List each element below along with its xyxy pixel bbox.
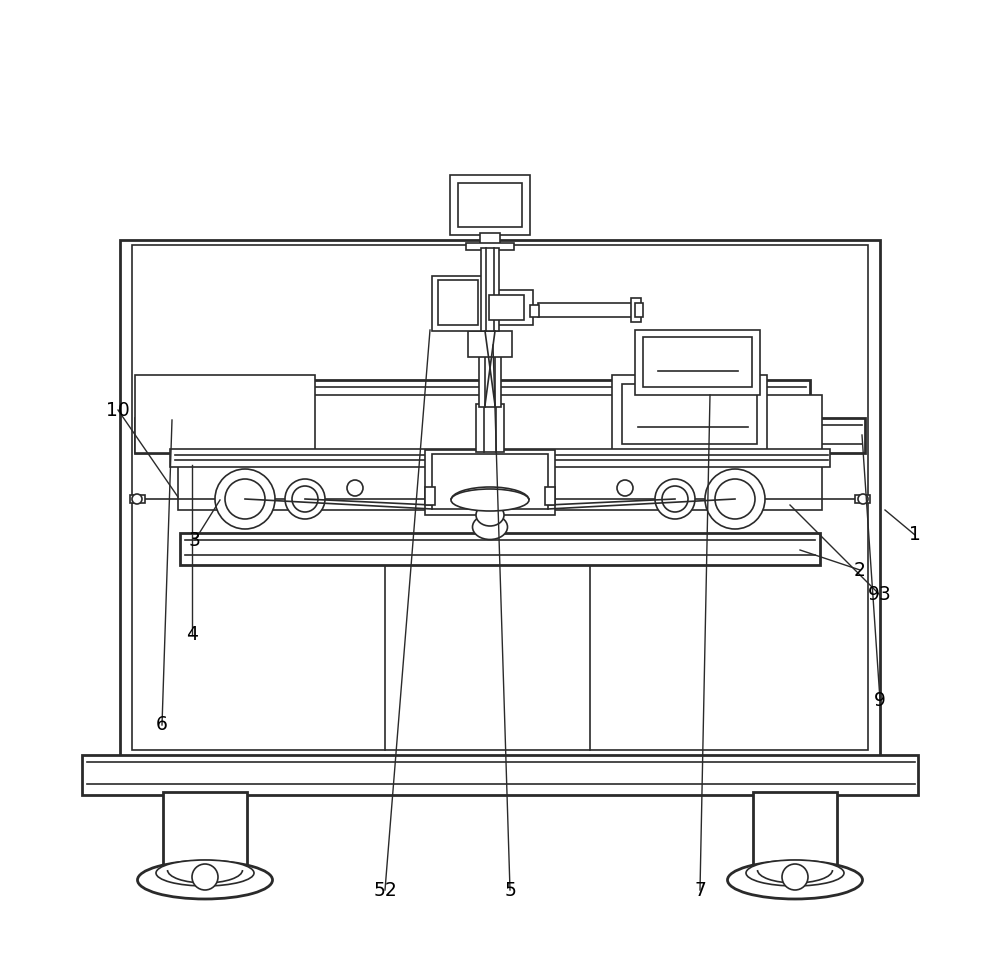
- Text: 3: 3: [189, 531, 201, 549]
- Bar: [82, 755, 918, 795]
- Circle shape: [782, 864, 808, 890]
- Bar: [476, 404, 504, 452]
- Bar: [635, 330, 760, 395]
- Bar: [855, 495, 870, 503]
- Text: 7: 7: [694, 880, 706, 899]
- Circle shape: [192, 864, 218, 890]
- Circle shape: [858, 494, 868, 504]
- Bar: [432, 276, 484, 331]
- Bar: [753, 792, 837, 880]
- Ellipse shape: [746, 860, 844, 886]
- Bar: [425, 487, 435, 505]
- Bar: [163, 792, 247, 880]
- Bar: [545, 487, 555, 505]
- Ellipse shape: [728, 861, 862, 899]
- Bar: [120, 240, 880, 760]
- Bar: [132, 245, 868, 750]
- Text: 93: 93: [868, 586, 892, 604]
- Bar: [432, 454, 548, 509]
- Ellipse shape: [476, 504, 504, 526]
- Ellipse shape: [156, 860, 254, 886]
- Bar: [481, 248, 499, 331]
- Bar: [178, 395, 822, 510]
- Bar: [643, 337, 752, 387]
- Bar: [425, 450, 555, 515]
- Text: 9: 9: [874, 691, 886, 709]
- Bar: [538, 303, 633, 317]
- Bar: [468, 331, 512, 357]
- Bar: [622, 384, 757, 444]
- Ellipse shape: [138, 861, 272, 899]
- Circle shape: [655, 479, 695, 519]
- Bar: [180, 533, 820, 565]
- Circle shape: [292, 486, 318, 512]
- Circle shape: [662, 486, 688, 512]
- Circle shape: [132, 494, 142, 504]
- Text: 52: 52: [373, 880, 397, 899]
- Text: 1: 1: [909, 526, 921, 544]
- Bar: [190, 380, 810, 408]
- Bar: [438, 280, 478, 325]
- Bar: [135, 418, 865, 453]
- Bar: [635, 303, 643, 317]
- Circle shape: [347, 480, 363, 496]
- Bar: [631, 298, 641, 322]
- Bar: [135, 375, 315, 453]
- Text: 2: 2: [854, 561, 866, 580]
- Bar: [479, 352, 501, 407]
- Bar: [170, 449, 830, 467]
- Circle shape: [225, 479, 265, 519]
- Bar: [612, 375, 767, 453]
- Bar: [450, 175, 530, 235]
- Circle shape: [215, 469, 275, 529]
- Bar: [489, 295, 524, 320]
- Bar: [466, 243, 514, 250]
- Circle shape: [617, 480, 633, 496]
- Text: 5: 5: [504, 880, 516, 899]
- Bar: [530, 305, 539, 317]
- Circle shape: [285, 479, 325, 519]
- Circle shape: [715, 479, 755, 519]
- Bar: [458, 183, 522, 227]
- Text: 4: 4: [186, 625, 198, 645]
- Circle shape: [705, 469, 765, 529]
- Bar: [130, 495, 145, 503]
- Bar: [485, 290, 533, 325]
- Bar: [480, 233, 500, 245]
- Text: 6: 6: [156, 715, 168, 734]
- Text: 10: 10: [106, 400, 130, 420]
- Ellipse shape: [451, 489, 529, 511]
- Ellipse shape: [473, 514, 508, 539]
